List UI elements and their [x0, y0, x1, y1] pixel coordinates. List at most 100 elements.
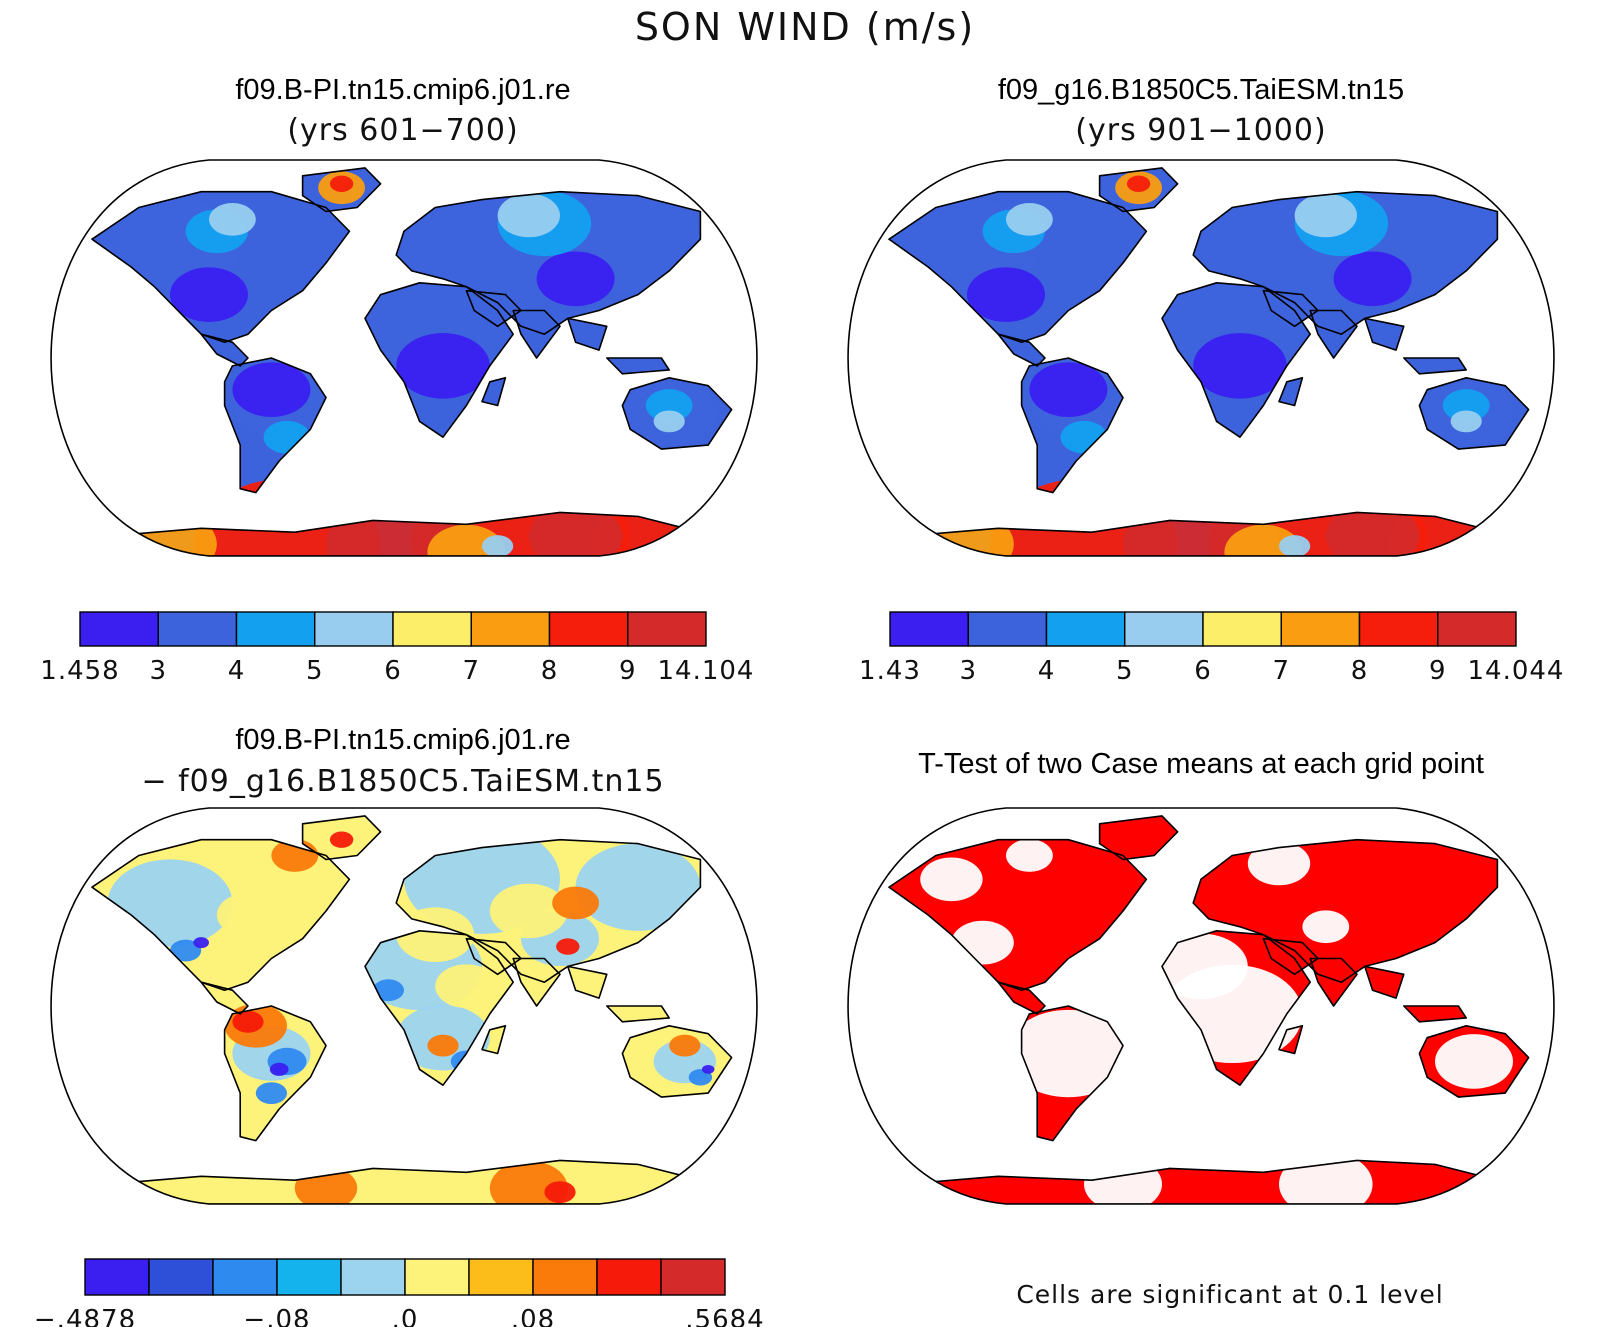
land-indonesia: [1403, 1006, 1467, 1022]
colorbar-swatch: [157, 611, 238, 647]
colorbar-tick-label: 4: [228, 656, 246, 686]
colorbar-swatch: [1045, 611, 1126, 647]
colorbar-tick-label: 1.43: [859, 656, 921, 686]
colorbar-swatch: [314, 611, 394, 647]
colorbar-tick-label: 6: [1194, 656, 1212, 686]
contour-patch: [1126, 175, 1151, 192]
map-panel-case1: f09.B-PI.tn15.cmip6.j01.re (yrs 601−700): [50, 74, 758, 557]
contour-patch: [193, 937, 209, 949]
colorbar-swatch: [1437, 611, 1517, 647]
colorbar-tick-label: 8: [1351, 656, 1369, 686]
contour-patch: [1247, 841, 1311, 886]
map-panel-diff: f09.B-PI.tn15.cmip6.j01.re − f09_g16.B18…: [50, 724, 758, 1205]
contour-patch: [552, 886, 599, 920]
land-centralAmerica: [998, 334, 1045, 366]
colorbar-swatch: [532, 1258, 598, 1296]
colorbar-case1: 1.458 3 4 5 6 7 8 9 14.104: [40, 611, 753, 686]
contour-patch: [1006, 203, 1053, 236]
map-panel-case2: f09_g16.B1850C5.TaiESM.tn15 (yrs 901−100…: [847, 74, 1555, 557]
coastlines-ttest: [888, 815, 1530, 1204]
contour-patch: [967, 267, 1045, 322]
contour-patch: [497, 193, 560, 238]
contour-patch: [669, 1034, 701, 1057]
colorbar-tick-label: 7: [462, 656, 480, 686]
panel-title-diff: f09.B-PI.tn15.cmip6.j01.re: [235, 724, 570, 756]
contour-patch: [232, 1010, 264, 1033]
contour-patch: [645, 389, 693, 422]
colorbar-swatch: [1202, 611, 1282, 647]
colorbar-swatch: [1124, 611, 1204, 647]
contour-patch: [1029, 362, 1108, 417]
contour-patch: [435, 964, 498, 1009]
contour-patch: [489, 883, 568, 939]
colorbar-tick-label: 8: [541, 656, 559, 686]
contour-patch: [427, 524, 506, 556]
colorbar-swatch: [1280, 611, 1361, 647]
colorbar-tick-label: 6: [384, 656, 402, 686]
colorbar-swatch: [148, 1258, 214, 1296]
colorbar-tick-label: 7: [1272, 656, 1290, 686]
map-land-ttest: [889, 815, 1529, 1204]
contour-patch: [372, 979, 404, 1002]
colorbar-swatch: [596, 1258, 662, 1296]
land-indonesia: [1403, 358, 1467, 374]
colorbar-tick-label: 3: [959, 656, 977, 686]
contour-patch: [536, 251, 615, 307]
contour-patch: [920, 857, 983, 902]
colorbar-tick-label: 4: [1038, 656, 1056, 686]
colorbar-tick-label: .0: [392, 1305, 419, 1327]
contour-patch: [482, 535, 514, 556]
panel-subtitle-case1: (yrs 601−700): [287, 113, 518, 148]
coastlines-diff: [91, 815, 733, 1204]
panel-title-case1: f09.B-PI.tn15.cmip6.j01.re: [235, 74, 570, 106]
contour-patch: [1294, 193, 1358, 238]
colorbar-tick-label: 5: [306, 656, 324, 686]
colorbar-tick-label: 9: [619, 656, 637, 686]
panel-subtitle-diff: − f09_g16.B1850C5.TaiESM.tn15: [141, 764, 664, 799]
contour-patch: [1450, 410, 1482, 433]
colorbar-tick-label: 3: [149, 656, 167, 686]
map-border-case2: [847, 159, 1555, 557]
panel-subtitle-case2: (yrs 901−1000): [1075, 113, 1326, 148]
contour-patch: [396, 333, 490, 399]
colorbar-swatch: [468, 1258, 534, 1296]
colorbar-swatch: [340, 1258, 406, 1296]
colorbar-diff: −.4878 −.08 .0 .08 .5684: [34, 1258, 764, 1327]
colorbar-swatch: [392, 611, 472, 647]
land-india: [513, 310, 560, 358]
map-border-diff: [50, 807, 758, 1205]
contour-patch: [170, 939, 202, 962]
contour-patch: [216, 893, 280, 937]
colorbar-case2: 1.43 3 4 5 6 7 8 9 14.044: [859, 611, 1563, 686]
contour-patch: [209, 203, 256, 236]
colorbar-tick-label: 9: [1429, 656, 1447, 686]
contour-patch: [269, 1062, 289, 1076]
colorbar-swatch: [660, 1258, 726, 1296]
map-panel-ttest: T-Test of two Case means at each grid po…: [847, 748, 1555, 1205]
contour-patch: [1006, 1009, 1131, 1098]
figure-title: SON WIND (m/s): [635, 5, 975, 49]
panel-title-ttest: T-Test of two Case means at each grid po…: [918, 748, 1484, 780]
contour-patch: [107, 535, 155, 556]
colorbar-swatch: [84, 1258, 150, 1296]
colorbar-swatch: [967, 611, 1048, 647]
contour-patch: [329, 175, 354, 192]
contour-patch: [1224, 524, 1303, 556]
map-border-ttest: [847, 807, 1555, 1205]
contour-patch: [1193, 333, 1287, 399]
contour-patch: [575, 843, 701, 931]
contour-patch: [1435, 1034, 1513, 1089]
contour-patch: [255, 1082, 287, 1105]
world-map-diff: [50, 807, 758, 1205]
contour-patch: [701, 1064, 715, 1074]
land-greenland: [1099, 815, 1178, 860]
land-indonesia: [606, 358, 670, 374]
world-map-case1: [50, 159, 758, 557]
colorbar-swatch: [276, 1258, 342, 1296]
land-india: [1310, 310, 1357, 358]
contour-patch: [232, 362, 311, 417]
contour-patch: [489, 1160, 568, 1204]
colorbar-swatch: [889, 611, 969, 647]
contour-patch: [1302, 910, 1350, 944]
